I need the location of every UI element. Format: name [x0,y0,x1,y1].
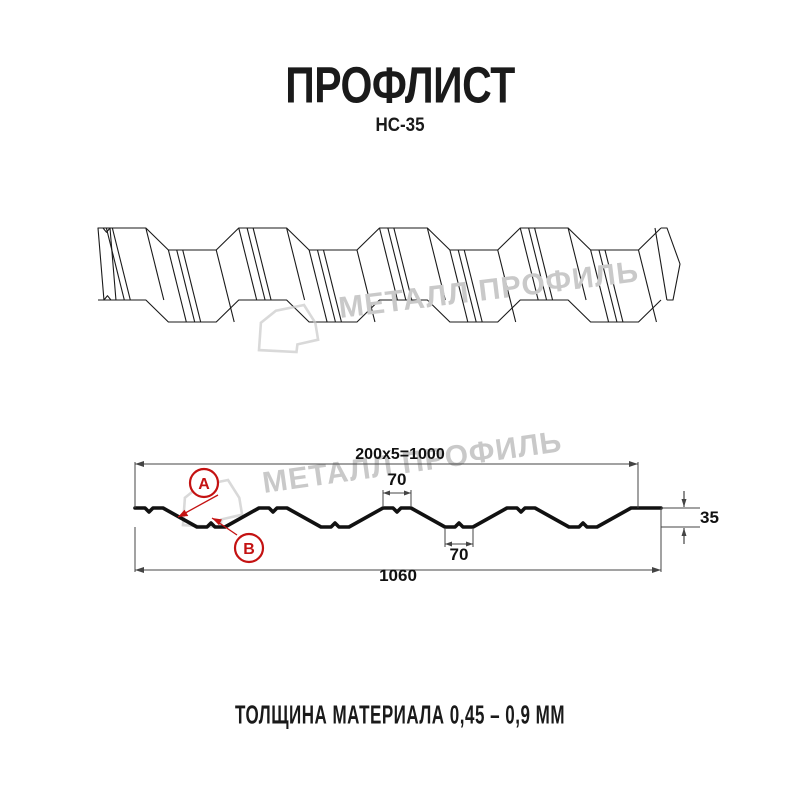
svg-text:35: 35 [700,508,719,527]
svg-text:1060: 1060 [379,566,417,585]
svg-text:200x5=1000: 200x5=1000 [355,446,445,463]
svg-text:70: 70 [388,470,407,489]
svg-text:A: A [198,476,210,493]
svg-text:70: 70 [450,545,469,564]
svg-text:B: B [243,541,255,558]
